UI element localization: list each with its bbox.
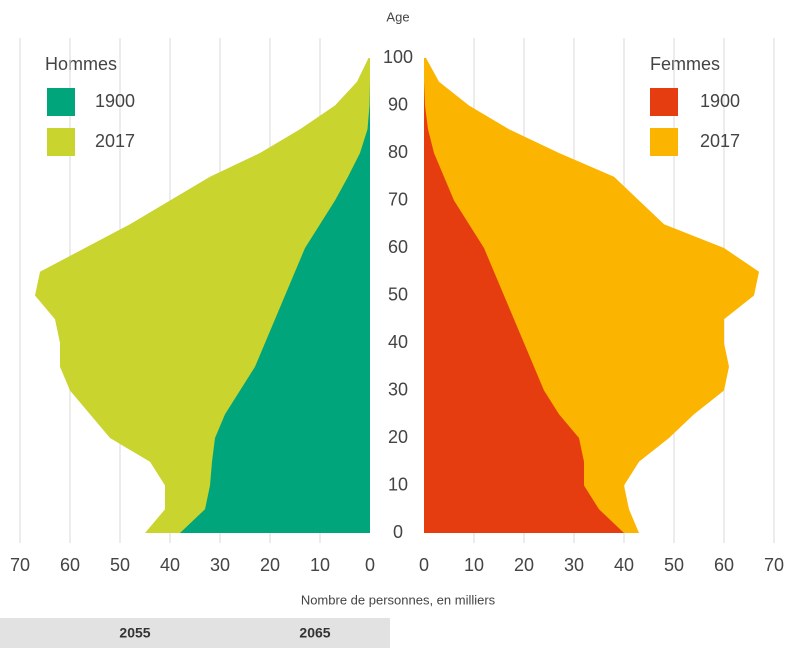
x-tick-label: 40 — [160, 555, 180, 575]
x-tick-label: 30 — [564, 555, 584, 575]
x-tick-label: 10 — [464, 555, 484, 575]
legend-label: 1900 — [700, 91, 740, 111]
y-tick-label: 30 — [388, 379, 408, 399]
x-tick-label: 50 — [664, 555, 684, 575]
legend-swatch — [650, 88, 678, 116]
x-tick-label: 10 — [310, 555, 330, 575]
y-tick-label: 40 — [388, 332, 408, 352]
y-tick-label: 70 — [388, 189, 408, 209]
x-tick-label: 30 — [210, 555, 230, 575]
x-tick-label: 0 — [419, 555, 429, 575]
y-tick-label: 60 — [388, 237, 408, 257]
population-area — [180, 58, 370, 533]
x-tick-label: 20 — [260, 555, 280, 575]
y-tick-label: 80 — [388, 142, 408, 162]
legend-title: Femmes — [650, 54, 720, 74]
x-tick-label: 70 — [764, 555, 784, 575]
y-tick-label: 0 — [393, 522, 403, 542]
legend-label: 2017 — [700, 131, 740, 151]
x-tick-label: 20 — [514, 555, 534, 575]
x-tick-label: 60 — [60, 555, 80, 575]
y-tick-label: 50 — [388, 284, 408, 304]
legend-title: Hommes — [45, 54, 117, 74]
x-tick-label: 40 — [614, 555, 634, 575]
y-axis-label: Age — [386, 9, 409, 24]
y-tick-label: 20 — [388, 427, 408, 447]
legend-swatch — [47, 128, 75, 156]
population-area — [424, 58, 624, 533]
legend-swatch — [650, 128, 678, 156]
legend-swatch — [47, 88, 75, 116]
x-axis-label: Nombre de personnes, en milliers — [301, 592, 496, 607]
y-tick-label: 10 — [388, 474, 408, 494]
legend-label: 1900 — [95, 91, 135, 111]
legend-label: 2017 — [95, 131, 135, 151]
footer-label: 2065 — [299, 625, 330, 641]
footer-label: 2055 — [119, 625, 150, 641]
y-tick-label: 90 — [388, 94, 408, 114]
x-tick-label: 50 — [110, 555, 130, 575]
y-tick-label: 100 — [383, 47, 413, 67]
x-tick-label: 0 — [365, 555, 375, 575]
footer-strip — [0, 618, 390, 648]
x-tick-label: 70 — [10, 555, 30, 575]
x-tick-label: 60 — [714, 555, 734, 575]
